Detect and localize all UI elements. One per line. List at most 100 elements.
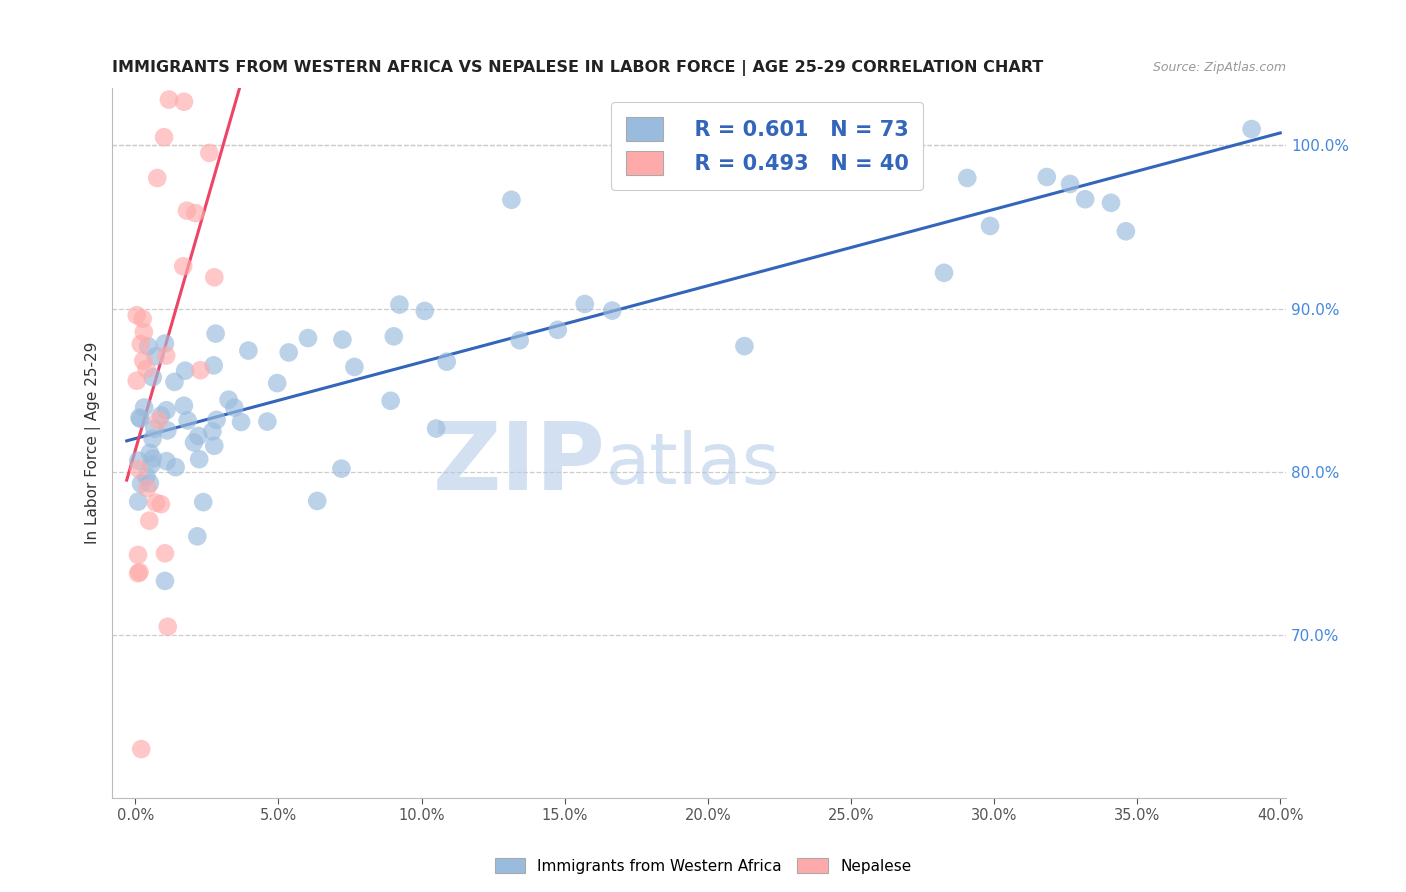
Point (413, 304, 436, 318)
Point (979, 219, 1001, 233)
Point (145, 349, 167, 363)
Text: Source: ZipAtlas.com: Source: ZipAtlas.com (1153, 61, 1286, 74)
Point (156, 620, 179, 634)
Point (141, 432, 163, 446)
Point (600, 303, 623, 318)
Point (156, 423, 179, 437)
Point (224, 401, 246, 415)
Point (173, 399, 195, 413)
Point (202, 359, 225, 373)
Point (1059, 177, 1081, 191)
Point (155, 454, 177, 468)
Point (136, 339, 159, 353)
Point (202, 439, 225, 453)
Point (155, 403, 177, 417)
Point (153, 546, 176, 560)
Point (176, 203, 198, 218)
Point (201, 425, 224, 439)
Point (129, 742, 152, 756)
Point (297, 331, 319, 345)
Point (153, 130, 176, 145)
Point (780, 152, 803, 166)
Point (129, 337, 152, 351)
Point (129, 412, 152, 426)
Point (436, 354, 458, 368)
Point (128, 462, 150, 476)
Point (501, 193, 523, 207)
Point (1099, 195, 1122, 210)
Point (172, 260, 194, 274)
Point (174, 364, 197, 378)
Point (1036, 169, 1059, 184)
Point (190, 363, 212, 377)
Point (153, 574, 176, 588)
Point (198, 145, 221, 160)
Point (142, 370, 165, 384)
Point (509, 333, 531, 347)
Point (238, 343, 260, 358)
Point (1074, 192, 1097, 206)
Point (132, 353, 155, 368)
Text: atlas: atlas (606, 430, 780, 499)
Point (134, 401, 156, 415)
Point (146, 171, 169, 186)
Point (163, 375, 186, 389)
Point (143, 422, 166, 436)
Point (343, 359, 366, 374)
Point (142, 451, 165, 466)
Point (132, 325, 155, 339)
Point (165, 460, 187, 475)
Point (127, 566, 149, 581)
Point (186, 529, 208, 543)
Point (232, 0, 254, 14)
Point (956, 171, 979, 186)
Point (332, 333, 354, 347)
Y-axis label: In Labor Force | Age 25-29: In Labor Force | Age 25-29 (86, 342, 101, 544)
Point (131, 311, 153, 326)
Legend:   R = 0.601   N = 73,   R = 0.493   N = 40: R = 0.601 N = 73, R = 0.493 N = 40 (612, 103, 924, 190)
Point (145, 496, 167, 510)
Point (574, 297, 596, 311)
Point (184, 206, 207, 220)
Point (188, 452, 211, 467)
Point (388, 297, 411, 311)
Point (176, 413, 198, 427)
Point (139, 446, 162, 460)
Point (173, 95, 195, 109)
Point (547, 323, 569, 337)
Point (135, 361, 157, 376)
Point (146, 29, 169, 44)
Point (150, 409, 173, 423)
Point (202, 270, 225, 285)
Point (148, 413, 170, 427)
Point (153, 336, 176, 351)
Point (1240, 122, 1263, 136)
Point (256, 415, 278, 429)
Point (307, 494, 329, 508)
Point (129, 476, 152, 491)
Text: ZIP: ZIP (433, 418, 606, 510)
Point (733, 339, 755, 353)
Point (136, 481, 159, 495)
Text: IMMIGRANTS FROM WESTERN AFRICA VS NEPALESE IN LABOR FORCE | AGE 25-29 CORRELATIO: IMMIGRANTS FROM WESTERN AFRICA VS NEPALE… (112, 60, 1043, 76)
Point (277, 345, 299, 359)
Point (139, 476, 162, 491)
Point (135, 469, 157, 483)
Point (425, 421, 447, 435)
Point (380, 393, 402, 408)
Point (205, 413, 228, 427)
Point (138, 514, 160, 528)
Point (125, 308, 148, 322)
Point (127, 453, 149, 467)
Point (149, 497, 172, 511)
Point (932, 266, 955, 280)
Point (266, 376, 288, 390)
Point (157, 93, 180, 107)
Point (218, 392, 240, 407)
Point (128, 565, 150, 579)
Point (204, 326, 226, 341)
Point (128, 410, 150, 425)
Legend: Immigrants from Western Africa, Nepalese: Immigrants from Western Africa, Nepalese (488, 852, 918, 880)
Point (193, 495, 215, 509)
Point (330, 461, 353, 475)
